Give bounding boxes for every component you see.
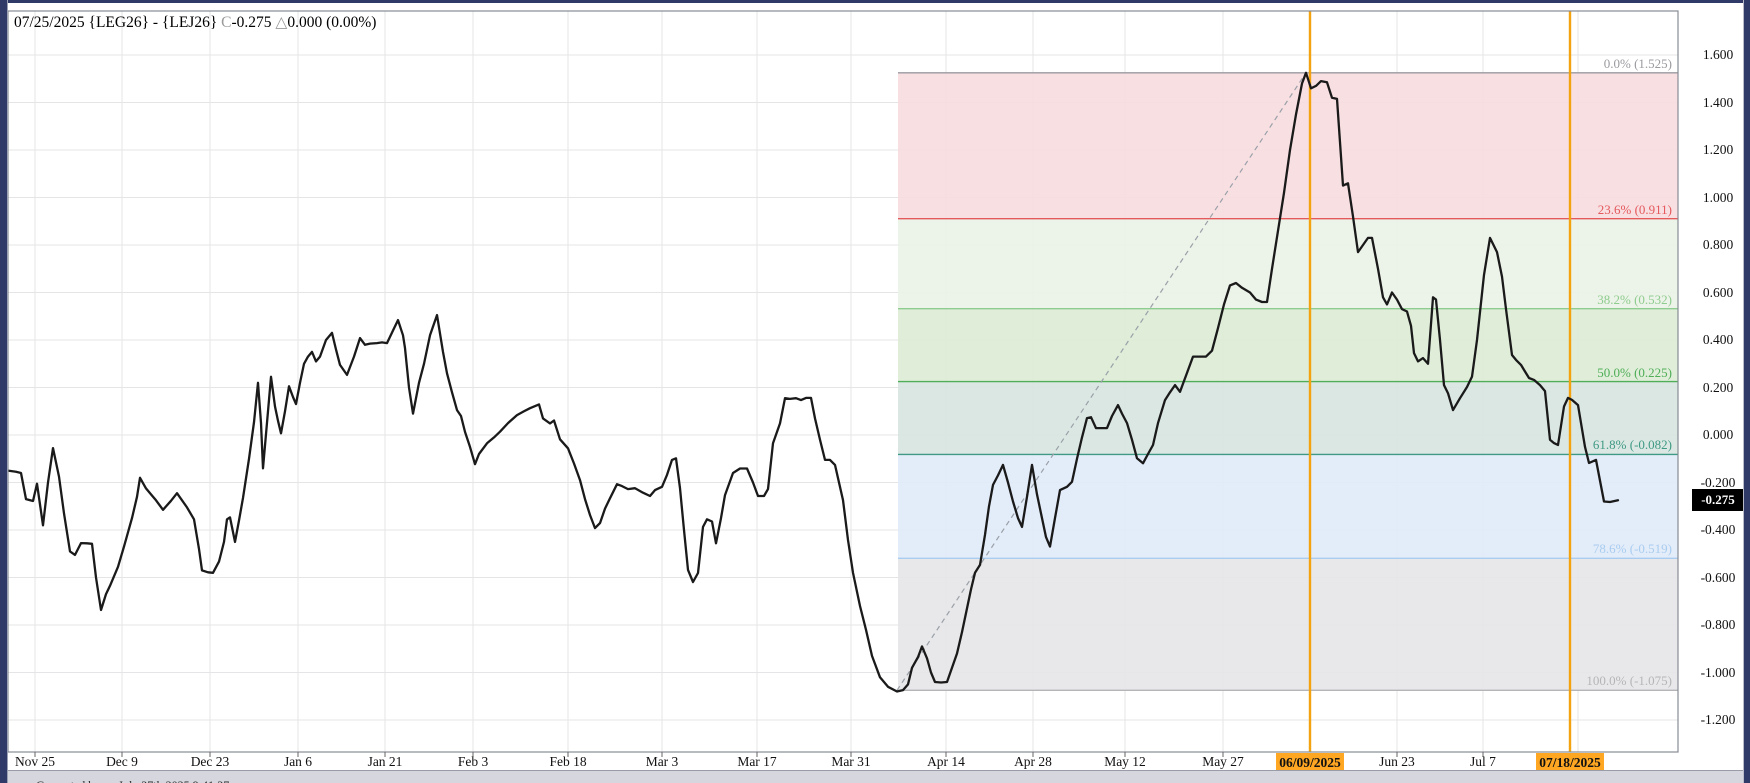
fibonacci-level-label: 50.0% (0.225) (1597, 364, 1672, 380)
last-price-marker: -0.275 (1692, 489, 1744, 512)
x-axis-label: Jun 23 (1379, 754, 1415, 769)
y-axis-label: -1.200 (1700, 712, 1736, 727)
y-axis-label: -0.600 (1700, 569, 1736, 585)
x-axis-label: Jan 6 (283, 754, 313, 769)
price-line (6, 71, 1620, 693)
window-frame-top (0, 0, 1750, 3)
window-frame-right-bevel (1743, 0, 1744, 783)
y-axis-label: 0.800 (1702, 237, 1734, 252)
window-frame-left-bevel (7, 0, 8, 783)
close-label: C (221, 14, 232, 31)
y-axis-label: 0.200 (1702, 379, 1734, 395)
y-axis-label: -1.000 (1700, 664, 1736, 680)
x-axis-label: Jan 21 (367, 754, 403, 769)
y-axis-gutter (1679, 3, 1743, 770)
x-axis-label: Feb 18 (549, 754, 587, 769)
fibonacci-zone (898, 558, 1678, 691)
fibonacci-level-label: 38.2% (0.532) (1597, 291, 1672, 307)
delta-icon: △ (275, 14, 288, 31)
chart-title: 07/25/2025 {LEG26} - {LEJ26} C-0.275 △0.… (14, 13, 376, 32)
y-axis-label: 1.200 (1702, 142, 1734, 157)
window-frame-right (1744, 0, 1750, 783)
window-frame-left (0, 0, 7, 783)
plot-border (7, 10, 1679, 753)
x-axis-label: Apr 28 (1014, 754, 1052, 769)
highlight-date-label[interactable]: 07/18/2025 (1536, 753, 1604, 773)
y-axis-label: 1.000 (1702, 189, 1734, 205)
x-axis-label: Mar 17 (737, 754, 777, 769)
fibonacci-level-label: 23.6% (0.911) (1597, 201, 1672, 217)
x-axis-label: Apr 14 (927, 754, 965, 769)
fibonacci-level-label: 0.0% (1.525) (1603, 55, 1672, 71)
x-axis-label: Mar 31 (831, 754, 871, 769)
footer-generated-text: Generated by … July 27th 2025 9:41:27 (36, 778, 1743, 783)
highlight-date-label[interactable]: 06/09/2025 (1276, 753, 1344, 773)
fibonacci-zone (898, 381, 1678, 455)
y-axis-label: 0.400 (1702, 332, 1734, 347)
title-series: {LEG26} - {LEJ26} (88, 14, 218, 31)
fibonacci-zone (898, 72, 1678, 219)
footer-bar: Generated by … July 27th 2025 9:41:27 (8, 770, 1743, 783)
x-axis-label: May 12 (1104, 754, 1146, 769)
x-axis-label: Nov 25 (14, 754, 56, 769)
y-axis-label: 1.400 (1702, 94, 1734, 110)
close-value: -0.275 (231, 14, 272, 31)
y-axis-label: 0.000 (1702, 427, 1734, 442)
x-axis-label: Dec 23 (190, 754, 230, 769)
delta-value: 0.000 (0.00%) (287, 14, 377, 31)
y-axis-label: 1.600 (1702, 47, 1734, 62)
fibonacci-level-label: 78.6% (-0.519) (1592, 541, 1672, 557)
fibonacci-zone (898, 218, 1678, 309)
fibonacci-level-label: 100.0% (-1.075) (1586, 673, 1672, 689)
x-axis-label: Jul 7 (1470, 754, 1496, 769)
fibonacci-zone (898, 308, 1678, 382)
y-axis-label: -0.800 (1700, 617, 1736, 632)
x-axis-label: Dec 9 (106, 754, 138, 769)
fibonacci-level-label: 61.8% (-0.082) (1592, 437, 1672, 453)
x-axis-label: Mar 3 (645, 754, 679, 769)
y-axis-label: -0.400 (1700, 522, 1736, 537)
title-date: 07/25/2025 (14, 14, 85, 31)
y-axis-label: -0.200 (1700, 474, 1736, 490)
x-axis-label: Feb 3 (457, 754, 489, 769)
x-axis-label: May 27 (1202, 754, 1244, 769)
y-axis-label: 0.600 (1702, 284, 1734, 300)
fibonacci-zone (898, 454, 1678, 559)
fibonacci-trendline (896, 72, 1307, 691)
